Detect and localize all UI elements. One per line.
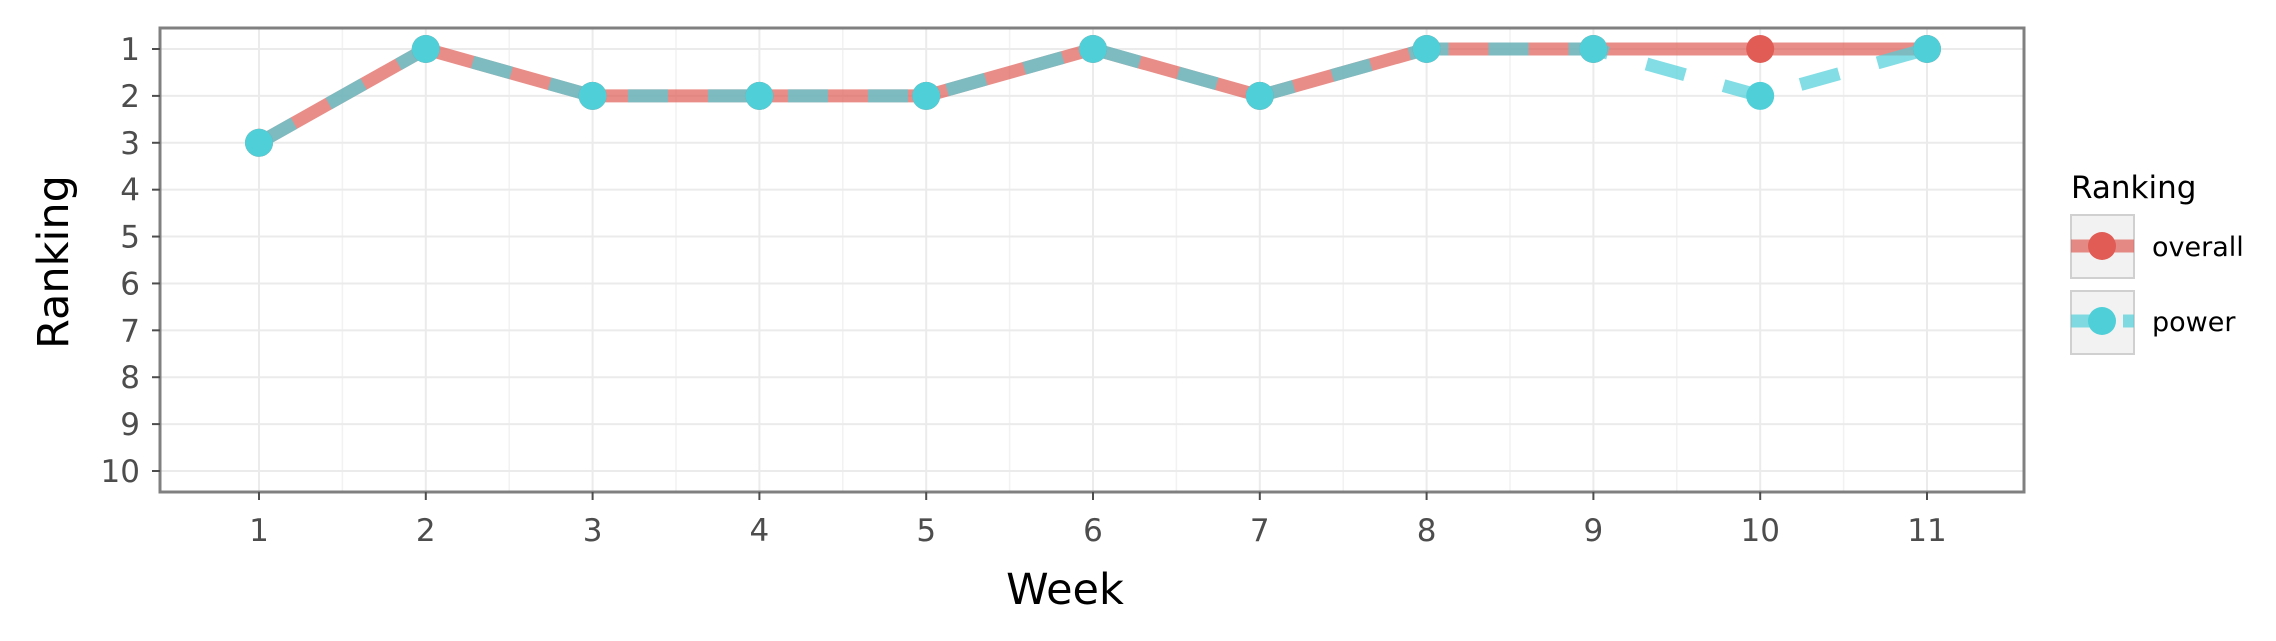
- data-point-power: [1079, 35, 1107, 63]
- y-axis-title: Ranking: [29, 175, 79, 349]
- data-point-power: [411, 35, 440, 63]
- legend-item-overall: overall: [2070, 214, 2244, 279]
- data-point-power: [1245, 81, 1274, 110]
- y-tick-label: 1: [120, 32, 140, 68]
- legend-label-power: power: [2152, 307, 2236, 338]
- data-point-power: [1746, 81, 1775, 110]
- x-tick-label: 9: [1584, 513, 1604, 549]
- x-tick-label: 7: [1250, 513, 1270, 549]
- data-point-power: [745, 81, 774, 110]
- y-tick-label: 7: [120, 313, 140, 349]
- legend-title: Ranking: [2071, 170, 2196, 206]
- legend: Ranking overall power: [2070, 170, 2244, 355]
- x-tick-label: 11: [1907, 513, 1946, 549]
- y-tick-label: 5: [120, 220, 140, 256]
- x-axis-ticks: 1 2 3 4 5 6 7 8 9 10 11: [249, 492, 1947, 549]
- data-point-power: [245, 128, 273, 157]
- y-axis-ticks: 1 2 3 4 5 6 7 8 9 10: [101, 32, 160, 490]
- y-tick-label: 8: [120, 360, 140, 396]
- data-point-power: [1913, 35, 1941, 63]
- data-point-overall: [1746, 35, 1775, 63]
- data-points: [245, 35, 1941, 157]
- x-tick-label: 2: [416, 513, 436, 549]
- y-tick-label: 4: [120, 173, 140, 209]
- data-point-power: [912, 81, 941, 110]
- data-point-power: [1579, 35, 1608, 63]
- y-tick-label: 10: [101, 454, 140, 490]
- y-tick-label: 6: [120, 266, 140, 302]
- x-tick-label: 3: [583, 513, 603, 549]
- legend-item-power: power: [2070, 290, 2236, 355]
- data-point-power: [578, 81, 607, 110]
- x-tick-label: 6: [1083, 513, 1103, 549]
- x-tick-label: 10: [1740, 513, 1779, 549]
- y-tick-label: 2: [120, 79, 140, 115]
- legend-marker-overall: [2088, 232, 2116, 260]
- y-tick-label: 3: [120, 126, 140, 162]
- y-tick-label: 9: [120, 407, 140, 443]
- legend-marker-power: [2088, 307, 2116, 335]
- x-tick-label: 4: [750, 513, 770, 549]
- series-line-power: [255, 42, 1929, 149]
- x-tick-label: 5: [916, 513, 936, 549]
- legend-label-overall: overall: [2152, 232, 2244, 263]
- x-tick-label: 1: [249, 513, 269, 549]
- x-axis-title: Week: [1006, 565, 1124, 615]
- x-tick-label: 8: [1417, 513, 1437, 549]
- data-point-power: [1412, 35, 1441, 63]
